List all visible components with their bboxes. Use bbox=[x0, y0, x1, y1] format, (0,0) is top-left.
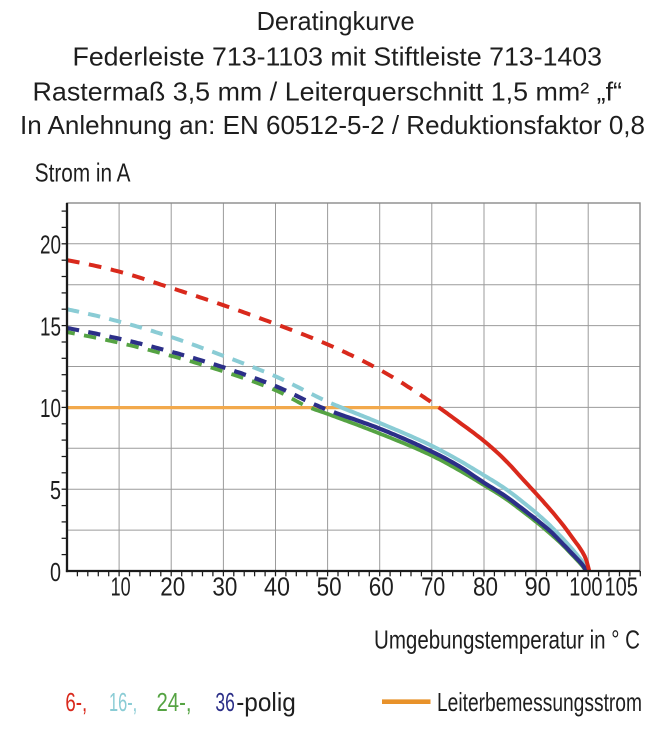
svg-text:20: 20 bbox=[160, 572, 185, 602]
svg-text:0: 0 bbox=[50, 557, 61, 587]
svg-text:-polig: -polig bbox=[236, 687, 296, 717]
svg-text:10: 10 bbox=[111, 572, 131, 602]
svg-text:40: 40 bbox=[264, 572, 290, 602]
svg-text:6-,: 6-, bbox=[65, 687, 87, 717]
svg-text:80: 80 bbox=[473, 572, 498, 602]
svg-text:16-,: 16-, bbox=[109, 687, 137, 717]
svg-text:Federleiste 713-1103 mit Stift: Federleiste 713-1103 mit Stiftleiste 713… bbox=[73, 42, 603, 72]
svg-text:105: 105 bbox=[604, 572, 638, 602]
svg-text:24-,: 24-, bbox=[157, 687, 192, 717]
svg-text:36: 36 bbox=[215, 687, 234, 717]
svg-text:90: 90 bbox=[525, 572, 551, 602]
svg-text:In Anlehnung an: EN 60512-5-2: In Anlehnung an: EN 60512-5-2 / Reduktio… bbox=[20, 110, 645, 140]
svg-text:30: 30 bbox=[212, 572, 237, 602]
svg-text:5: 5 bbox=[50, 475, 61, 505]
svg-text:60: 60 bbox=[369, 572, 394, 602]
svg-text:20: 20 bbox=[40, 230, 61, 260]
svg-text:Leiterbemessungsstrom: Leiterbemessungsstrom bbox=[437, 687, 642, 717]
svg-text:Strom in A: Strom in A bbox=[35, 158, 131, 188]
svg-text:Deratingkurve: Deratingkurve bbox=[257, 6, 415, 36]
svg-text:Umgebungstemperatur in ° C: Umgebungstemperatur in ° C bbox=[374, 625, 640, 655]
svg-text:Rastermaß 3,5 mm / Leiterquers: Rastermaß 3,5 mm / Leiterquerschnitt 1,5… bbox=[33, 77, 623, 107]
svg-text:50: 50 bbox=[317, 572, 342, 602]
svg-text:100: 100 bbox=[569, 572, 602, 602]
svg-text:70: 70 bbox=[421, 572, 445, 602]
svg-text:15: 15 bbox=[40, 311, 61, 341]
svg-text:10: 10 bbox=[40, 393, 61, 423]
